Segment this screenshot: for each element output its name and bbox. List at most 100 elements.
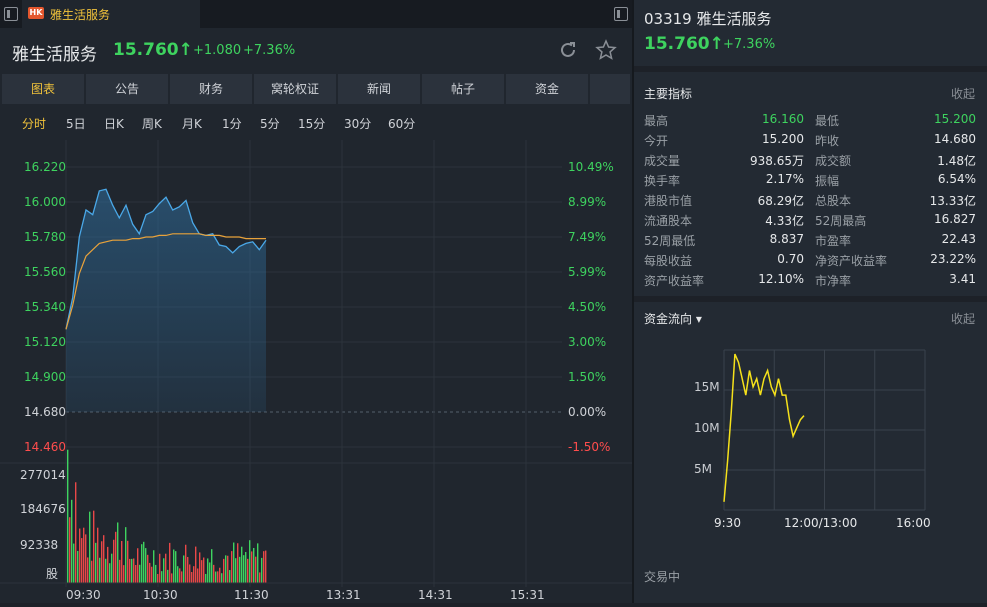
volume-bar (85, 534, 87, 583)
stock-tab[interactable]: HK 雅生活服务 (22, 0, 200, 28)
time-tick-label: 14:31 (418, 588, 453, 602)
volume-bar (137, 548, 139, 583)
volume-bar (251, 551, 253, 583)
period-monthly[interactable]: 月K (182, 117, 202, 131)
tab-posts[interactable]: 帖子 (422, 74, 504, 104)
metric-label: 最高 (644, 114, 669, 128)
volume-bar (103, 535, 105, 583)
tab-warrants[interactable]: 窝轮权证 (254, 74, 336, 104)
metric-value: 938.65万 (750, 154, 804, 168)
hk-badge: HK (28, 7, 44, 19)
pct-tick-label: 0.00% (568, 405, 606, 419)
panel-divider[interactable] (632, 0, 634, 603)
refresh-icon[interactable] (558, 40, 578, 60)
tab-chart[interactable]: 图表 (2, 74, 84, 104)
stock-change: +1.080 (193, 43, 242, 58)
metric-value: 68.29亿 (757, 194, 804, 208)
intraday-chart[interactable]: 16.220 16.000 15.780 15.560 15.340 15.120 14.9… (0, 140, 632, 603)
tab-more[interactable] (590, 74, 630, 104)
volume-bar (67, 449, 69, 583)
metric-value: 16.827 (934, 212, 976, 226)
volume-bar (99, 557, 101, 583)
flow-y-tick: 5M (694, 462, 712, 476)
metric-label: 52周最低 (644, 234, 696, 248)
metric-label: 流通股本 (644, 214, 693, 228)
metric-label: 最低 (815, 114, 840, 128)
volume-tick-label: 184676 (20, 502, 66, 516)
volume-bar (213, 564, 215, 583)
metric-label: 今开 (644, 134, 669, 148)
period-30m[interactable]: 30分 (344, 117, 372, 131)
period-daily[interactable]: 日K (104, 117, 124, 131)
volume-bar (155, 564, 157, 583)
price-tick-label: 14.460 (24, 440, 66, 454)
price-tick-label: 14.680 (24, 405, 66, 419)
period-5m[interactable]: 5分 (260, 117, 280, 131)
metric-value: 2.17% (765, 172, 804, 186)
volume-bar (135, 565, 137, 583)
volume-tick-label: 92338 (20, 538, 58, 552)
metric-value: 1.48亿 (937, 154, 976, 168)
period-weekly[interactable]: 周K (142, 117, 162, 131)
price-tick-label: 15.780 (24, 230, 66, 244)
tab-announcement[interactable]: 公告 (86, 74, 168, 104)
tab-finance[interactable]: 财务 (170, 74, 252, 104)
volume-bar (253, 547, 255, 583)
period-1m[interactable]: 1分 (222, 117, 242, 131)
volume-bar (91, 560, 93, 583)
volume-bar (201, 560, 203, 583)
price-area (66, 189, 266, 412)
volume-bar (165, 553, 167, 583)
volume-bar (195, 546, 197, 583)
panel-toggle-icon[interactable] (614, 7, 628, 21)
volume-bar (207, 558, 209, 583)
period-15m[interactable]: 15分 (298, 117, 326, 131)
capital-flow-collapse[interactable]: 收起 (950, 312, 975, 326)
period-60m[interactable]: 60分 (388, 117, 416, 131)
volume-bar (139, 564, 141, 583)
intraday-chart-svg: 16.220 16.000 15.780 15.560 15.340 15.120 14.9… (0, 140, 632, 602)
volume-tick-label: 277014 (20, 468, 66, 482)
volume-bar (255, 556, 257, 583)
volume-bar (177, 566, 179, 583)
time-tick-label: 11:30 (234, 588, 269, 602)
metric-value: 23.22% (930, 252, 976, 266)
pct-tick-label: 10.49% (568, 160, 614, 174)
volume-bar (81, 538, 83, 583)
volume-bar (189, 564, 191, 583)
capital-flow-heading[interactable]: 资金流向 ▾ (644, 312, 702, 326)
metric-value: 13.33亿 (929, 194, 976, 208)
price-tick-label: 15.120 (24, 335, 66, 349)
period-intraday[interactable]: 分时 (22, 117, 47, 131)
metrics-collapse[interactable]: 收起 (950, 87, 975, 101)
volume-bar (119, 559, 121, 583)
period-5d[interactable]: 5日 (66, 117, 86, 131)
flow-x-tick: 9:30 (714, 516, 741, 530)
metric-value: 4.33亿 (765, 214, 804, 228)
sidebar-toggle-icon[interactable] (4, 7, 18, 21)
volume-bar (71, 499, 73, 583)
volume-bar (233, 542, 235, 583)
volume-bar (169, 542, 171, 583)
average-line (65, 233, 266, 330)
tab-capital[interactable]: 资金 (506, 74, 588, 104)
volume-bar (205, 573, 207, 583)
volume-bar (221, 573, 223, 583)
tab-title: 雅生活服务 (50, 8, 111, 22)
volume-bar (241, 546, 243, 583)
metric-value: 14.680 (934, 132, 976, 146)
metric-label: 52周最高 (815, 214, 867, 228)
tab-news[interactable]: 新闻 (338, 74, 420, 104)
volume-bar (167, 569, 169, 583)
star-icon[interactable] (595, 39, 617, 61)
volume-bar (73, 543, 75, 583)
volume-bar (125, 527, 127, 583)
volume-bar (133, 558, 135, 583)
volume-bar (223, 558, 225, 583)
time-tick-label: 15:31 (510, 588, 545, 602)
volume-bar (209, 562, 211, 583)
quote-price: 15.760↑ (644, 34, 724, 54)
metric-value: 8.837 (769, 232, 804, 246)
metric-label: 资产收益率 (644, 274, 705, 288)
price-tick-label: 14.900 (24, 370, 66, 384)
